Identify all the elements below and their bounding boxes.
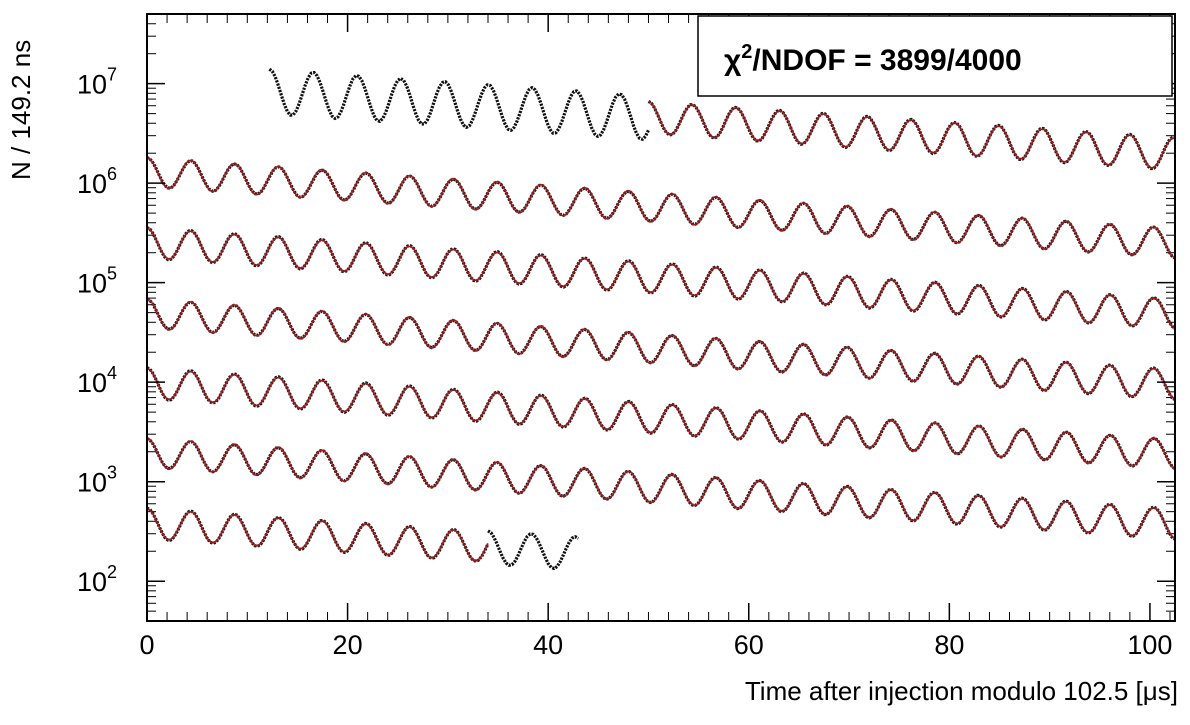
data-series — [268, 67, 650, 141]
fit-curve — [146, 297, 1176, 401]
y-tick-base: 10 — [77, 368, 107, 398]
minor-ticks — [147, 13, 1175, 622]
x-tick-label: 0 — [139, 630, 154, 660]
data-series — [647, 100, 1176, 171]
chi2-value: /NDOF = 3899/4000 — [752, 44, 1021, 77]
y-tick-label: 102 — [77, 562, 117, 597]
y-tick-label: 104 — [77, 363, 117, 398]
y-axis-title: N / 149.2 ns — [6, 40, 36, 180]
data-series — [146, 226, 1177, 330]
fit-curve — [648, 100, 1176, 169]
x-tick-label: 20 — [333, 630, 363, 660]
data-series — [146, 366, 1176, 470]
y-tick-label: 106 — [77, 164, 117, 199]
chi2-annotation: χ2/NDOF = 3899/4000 — [697, 15, 1173, 97]
data-series — [146, 156, 1176, 260]
y-tick-base: 10 — [77, 70, 107, 100]
fit-curve — [146, 507, 489, 562]
fit-curve — [146, 156, 1176, 259]
y-tick-exponent: 7 — [107, 65, 117, 85]
fit-curve — [146, 437, 1176, 540]
x-tick-label: 80 — [934, 630, 964, 660]
y-tick-label: 103 — [77, 463, 117, 498]
data-series — [146, 437, 1176, 541]
data-series — [146, 297, 1176, 402]
y-tick-exponent: 6 — [107, 164, 117, 184]
y-tick-base: 10 — [77, 567, 107, 597]
chi-superscript: 2 — [741, 41, 752, 63]
data-series — [487, 529, 580, 571]
y-tick-exponent: 2 — [107, 562, 117, 582]
chi2-label: χ2/NDOF = 3899/4000 — [724, 41, 1022, 77]
series-layer — [146, 67, 1177, 571]
y-tick-base: 10 — [77, 468, 107, 498]
y-tick-label: 107 — [77, 65, 117, 100]
y-tick-exponent: 4 — [107, 363, 117, 383]
y-tick-exponent: 5 — [107, 264, 117, 284]
data-points — [647, 100, 1175, 171]
fit-curve — [146, 227, 1176, 330]
fit-curve — [146, 367, 1176, 470]
plot-frame — [146, 13, 1176, 622]
x-tick-label: 40 — [533, 630, 563, 660]
y-tick-base: 10 — [77, 269, 107, 299]
x-tick-labels: 0 20 40 60 80 100 — [139, 630, 1172, 660]
data-points — [268, 67, 650, 141]
x-axis-title: Time after injection modulo 102.5 [μs] — [745, 676, 1178, 706]
x-tick-label: 60 — [734, 630, 764, 660]
y-tick-label: 105 — [77, 264, 117, 299]
y-tick-base: 10 — [77, 169, 107, 199]
chi-symbol: χ — [724, 44, 742, 77]
data-series — [146, 506, 490, 563]
annotation-box — [697, 15, 1173, 97]
x-tick-label: 100 — [1127, 630, 1172, 660]
major-ticks — [146, 14, 1175, 621]
y-tick-exponent: 3 — [107, 463, 117, 483]
data-points — [487, 529, 580, 571]
